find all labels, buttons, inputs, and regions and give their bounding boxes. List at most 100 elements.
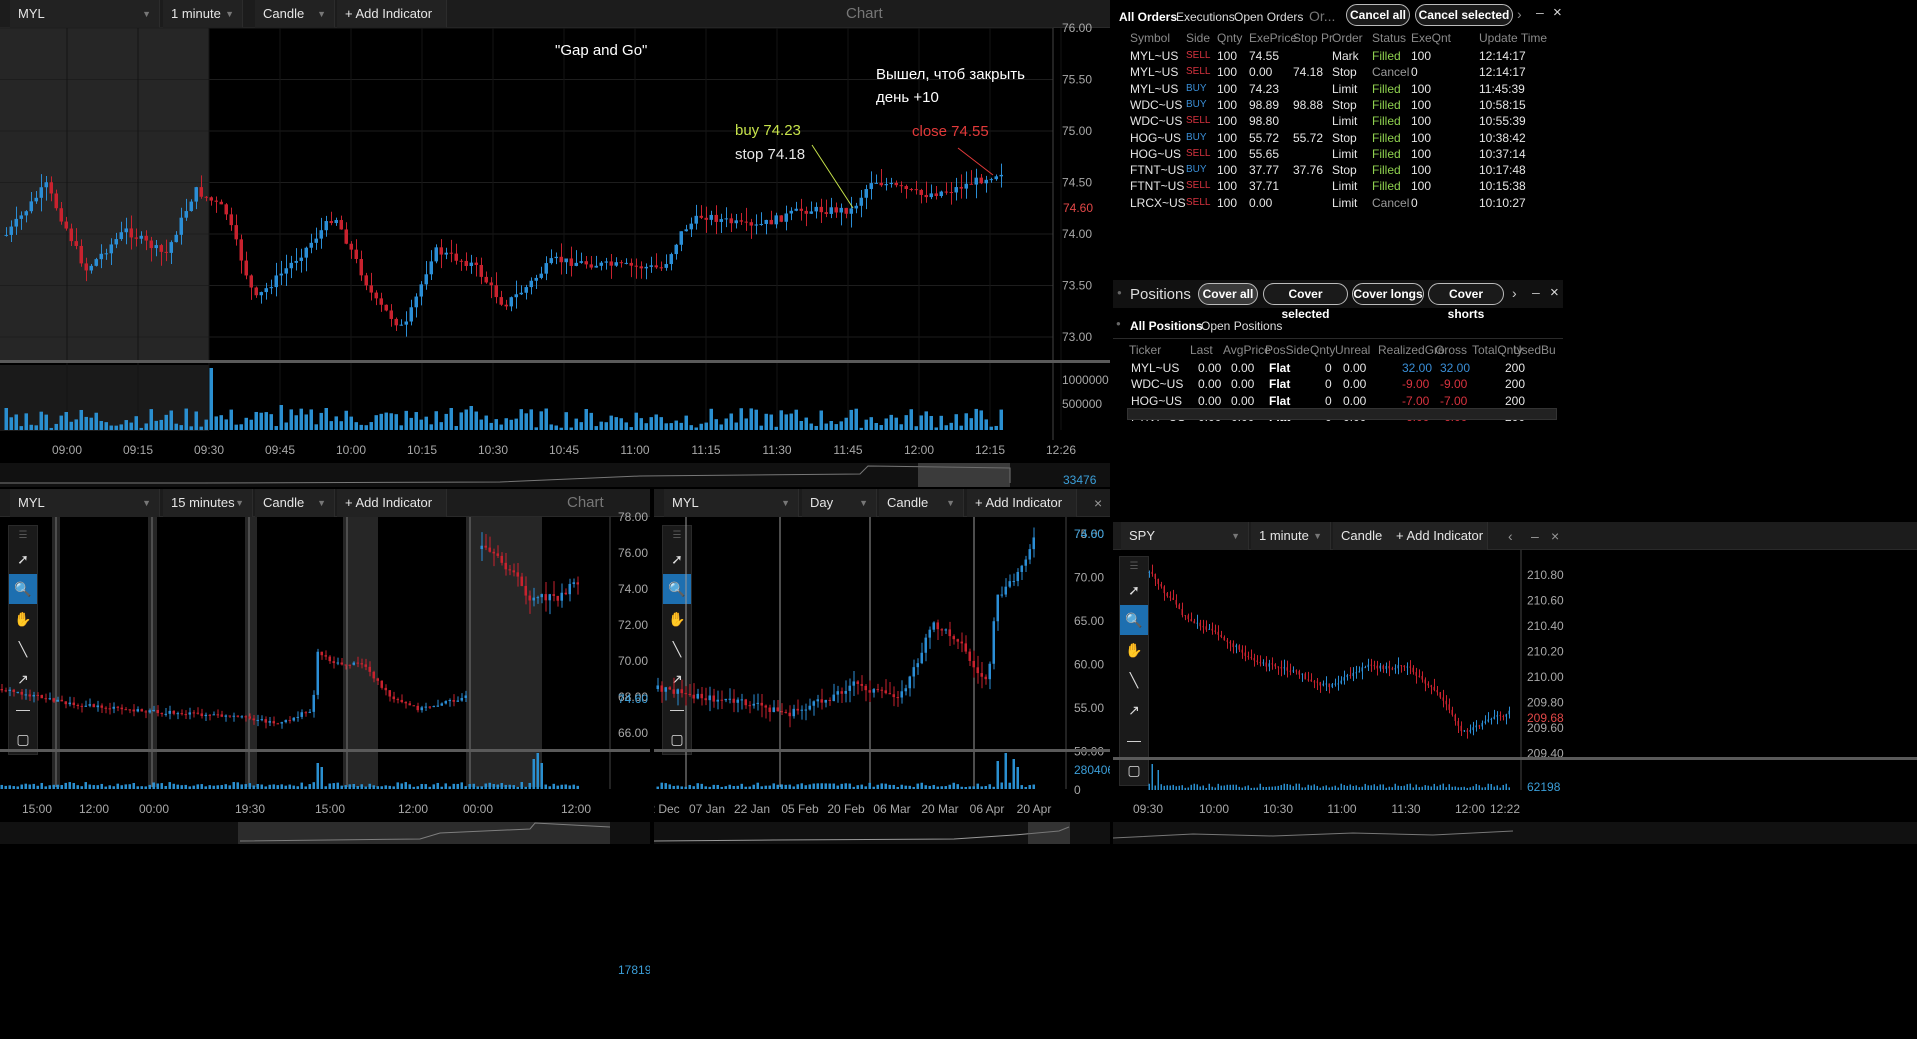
order-cell[interactable]: Stop bbox=[1332, 97, 1357, 112]
positions-column-header[interactable]: Ticker bbox=[1129, 343, 1162, 357]
order-cell[interactable]: BUY bbox=[1186, 131, 1207, 143]
positions-column-header[interactable]: Unreal bbox=[1335, 343, 1371, 357]
position-cell[interactable]: 32.00 bbox=[1402, 361, 1433, 375]
tab-orders-more[interactable]: Or... bbox=[1309, 8, 1336, 24]
settings-dot-icon[interactable]: ● bbox=[1116, 319, 1121, 328]
order-cell[interactable]: Limit bbox=[1332, 81, 1358, 96]
tab-all-positions[interactable]: All Positions bbox=[1130, 319, 1203, 333]
order-cell[interactable]: Filled bbox=[1372, 130, 1401, 145]
position-cell[interactable]: 200 bbox=[1505, 361, 1526, 375]
orders-column-header[interactable]: ExePrice bbox=[1249, 31, 1298, 45]
order-cell[interactable]: 10:15:38 bbox=[1479, 179, 1526, 194]
cover-shorts-button[interactable]: Cover shorts bbox=[1428, 283, 1504, 321]
position-cell[interactable]: 0.00 bbox=[1198, 361, 1222, 375]
order-cell[interactable]: 0.00 bbox=[1249, 65, 1273, 80]
order-cell[interactable]: 100 bbox=[1411, 97, 1432, 112]
symbol-selector[interactable]: MYL ▼ bbox=[10, 0, 160, 28]
close-icon[interactable]: × bbox=[1553, 4, 1562, 21]
chart-15min-canvas[interactable]: 78.00 76.00 74.00 72.00 70.00 68.00 66.00 15:00… bbox=[0, 489, 650, 1039]
positions-column-header[interactable]: UsedBu bbox=[1513, 343, 1556, 357]
position-cell[interactable]: 0.00 bbox=[1231, 377, 1255, 392]
order-cell[interactable]: 10:38:42 bbox=[1479, 130, 1526, 145]
positions-column-header[interactable]: AvgPrice bbox=[1223, 343, 1271, 357]
arrow-icon[interactable]: ↗ bbox=[17, 670, 29, 687]
toolbar-grip-icon[interactable]: ☰ bbox=[1129, 560, 1139, 572]
orders-column-header[interactable]: Qnty bbox=[1217, 31, 1243, 45]
orders-column-header[interactable]: Order bbox=[1332, 31, 1363, 45]
order-cell[interactable]: 55.72 bbox=[1249, 130, 1280, 145]
order-cell[interactable]: FTNT~US bbox=[1130, 179, 1185, 194]
positions-column-header[interactable]: Last bbox=[1190, 343, 1213, 357]
position-cell[interactable]: Flat bbox=[1269, 361, 1291, 375]
chevron-left-icon[interactable]: ‹ bbox=[1508, 528, 1513, 544]
chart-type-selector[interactable]: Candle ▼ bbox=[879, 489, 964, 517]
order-cell[interactable]: HOG~US bbox=[1130, 130, 1182, 145]
order-cell[interactable]: Filled bbox=[1372, 97, 1401, 112]
close-icon[interactable]: × bbox=[1550, 284, 1559, 301]
order-cell[interactable]: Limit bbox=[1332, 146, 1358, 161]
order-cell[interactable]: 100 bbox=[1411, 146, 1432, 161]
order-cell[interactable]: WDC~US bbox=[1130, 97, 1183, 112]
position-cell[interactable]: 0.00 bbox=[1231, 393, 1255, 408]
orders-column-header[interactable]: Symbol bbox=[1130, 31, 1171, 45]
order-cell[interactable]: 74.23 bbox=[1249, 81, 1280, 96]
order-cell[interactable]: 11:45:39 bbox=[1479, 81, 1525, 96]
position-cell[interactable]: -9.00 bbox=[1440, 377, 1468, 392]
add-indicator-button[interactable]: + Add Indicator bbox=[967, 489, 1077, 517]
order-cell[interactable]: 100 bbox=[1217, 130, 1238, 145]
order-cell[interactable]: Filled bbox=[1372, 81, 1401, 96]
order-cell[interactable]: 100 bbox=[1411, 49, 1432, 63]
rectangle-icon[interactable]: ▢ bbox=[16, 730, 30, 747]
position-cell[interactable]: 200 bbox=[1505, 377, 1526, 392]
position-cell[interactable]: 0.00 bbox=[1343, 377, 1367, 392]
add-indicator-button[interactable]: + Add Indicator bbox=[1388, 522, 1488, 550]
interval-selector[interactable]: 15 minutes ▼ bbox=[163, 489, 253, 517]
order-cell[interactable]: 10:58:15 bbox=[1479, 97, 1526, 112]
order-cell[interactable]: 100 bbox=[1411, 81, 1432, 96]
order-cell[interactable]: WDC~US bbox=[1130, 114, 1183, 129]
order-cell[interactable]: BUY bbox=[1186, 164, 1207, 176]
order-cell[interactable]: Filled bbox=[1372, 179, 1401, 194]
close-icon[interactable]: × bbox=[1551, 528, 1560, 544]
toolbar-grip-icon[interactable]: ☰ bbox=[18, 529, 28, 541]
add-indicator-button[interactable]: + Add Indicator bbox=[337, 489, 447, 517]
order-cell[interactable]: Limit bbox=[1332, 114, 1358, 129]
line-icon[interactable]: ╲ bbox=[18, 640, 28, 657]
cover-longs-button[interactable]: Cover longs bbox=[1352, 283, 1424, 305]
chevron-right-icon[interactable]: › bbox=[1512, 285, 1517, 301]
order-cell[interactable]: Stop bbox=[1332, 130, 1357, 145]
order-cell[interactable]: 12:14:17 bbox=[1479, 65, 1526, 80]
zoom-icon[interactable]: 🔍 bbox=[1120, 605, 1148, 635]
symbol-selector[interactable]: SPY ▼ bbox=[1121, 522, 1249, 550]
order-cell[interactable]: 10:17:48 bbox=[1479, 163, 1526, 178]
order-cell[interactable]: 55.65 bbox=[1249, 146, 1280, 161]
order-cell[interactable]: 37.77 bbox=[1249, 163, 1280, 178]
order-cell[interactable]: SELL bbox=[1186, 50, 1211, 61]
position-cell[interactable]: Flat bbox=[1269, 377, 1291, 392]
chevron-right-icon[interactable]: › bbox=[1517, 6, 1522, 22]
tab-all-orders[interactable]: All Orders bbox=[1119, 10, 1178, 24]
order-cell[interactable]: Limit bbox=[1332, 195, 1358, 210]
order-cell[interactable]: 10:37:14 bbox=[1479, 146, 1526, 161]
chart-spy-canvas[interactable]: 210.80210.60210.40210.20210.00209.80209.… bbox=[1113, 522, 1917, 1039]
cursor-icon[interactable]: ➚ bbox=[1128, 581, 1140, 598]
line-icon[interactable]: ╲ bbox=[672, 640, 682, 657]
order-cell[interactable]: Cancel bbox=[1372, 195, 1410, 210]
order-cell[interactable]: 100 bbox=[1411, 130, 1432, 145]
order-cell[interactable]: Stop bbox=[1332, 163, 1357, 178]
chart-type-selector[interactable]: Candle ▼ bbox=[255, 489, 335, 517]
cover-all-button[interactable]: Cover all bbox=[1198, 283, 1258, 305]
symbol-selector[interactable]: MYL ▼ bbox=[10, 489, 160, 517]
positions-column-header[interactable]: RealizedGro bbox=[1378, 343, 1445, 357]
position-cell[interactable]: Flat bbox=[1269, 393, 1291, 408]
order-cell[interactable]: 100 bbox=[1217, 65, 1238, 80]
order-cell[interactable]: 37.71 bbox=[1249, 179, 1280, 194]
order-cell[interactable]: SELL bbox=[1186, 180, 1211, 192]
zoom-icon[interactable]: 🔍 bbox=[9, 574, 37, 604]
order-cell[interactable]: 100 bbox=[1217, 179, 1238, 194]
order-cell[interactable]: SELL bbox=[1186, 66, 1211, 78]
positions-column-header[interactable]: PosSide bbox=[1265, 343, 1310, 357]
position-cell[interactable]: 0.00 bbox=[1231, 361, 1255, 375]
positions-column-header[interactable]: TotalQnty bbox=[1472, 343, 1523, 357]
hand-icon[interactable]: ✋ bbox=[1125, 641, 1143, 658]
